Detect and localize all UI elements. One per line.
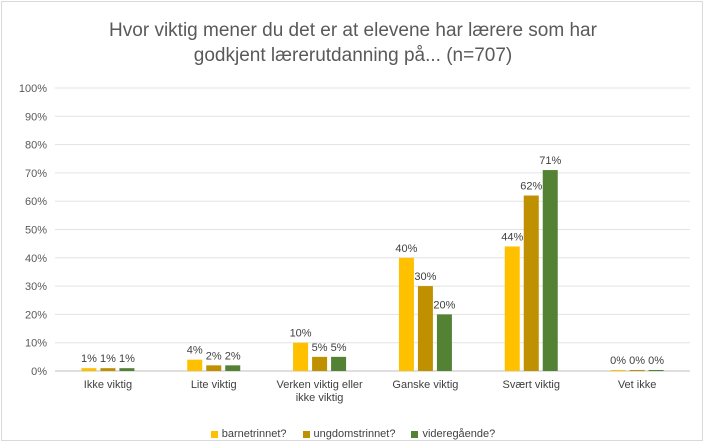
chart-title-line-1: Hvor viktig mener du det er at elevene h… (109, 20, 597, 41)
x-category-label: ikke viktig (296, 392, 344, 404)
y-tick-label: 30% (25, 281, 47, 293)
bar (436, 314, 452, 371)
bar (542, 170, 558, 371)
y-tick-label: 100% (19, 83, 47, 95)
bar (648, 370, 664, 371)
data-label: 5% (331, 342, 347, 354)
data-label: 30% (414, 271, 436, 283)
bar (119, 368, 135, 371)
y-tick-label: 80% (25, 140, 47, 152)
x-category-label: Vet ikke (618, 379, 657, 391)
legend-swatch-barnetrinnet (210, 430, 218, 438)
y-tick-label: 50% (25, 225, 47, 237)
data-label: 5% (312, 342, 328, 354)
bar (629, 370, 645, 371)
legend-item-barnetrinnet: barnetrinnet? (210, 428, 287, 440)
legend-item-ungdomstrinnet: ungdomstrinnet? (302, 428, 396, 440)
bar (312, 356, 328, 371)
legend: barnetrinnet? ungdomstrinnet? videregåen… (0, 428, 706, 440)
data-label: 2% (225, 350, 241, 362)
x-category-label: Svært viktig (503, 379, 560, 391)
bar (206, 365, 222, 371)
data-label: 0% (629, 355, 645, 367)
y-tick-label: 90% (25, 111, 47, 123)
y-tick-label: 0% (31, 366, 47, 378)
legend-swatch-ungdomstrinnet (302, 430, 310, 438)
bar (523, 195, 539, 371)
legend-swatch-videregaende (411, 430, 419, 438)
data-label: 20% (433, 299, 455, 311)
y-tick-label: 60% (25, 196, 47, 208)
bar (331, 356, 347, 371)
legend-label-ungdomstrinnet: ungdomstrinnet? (313, 428, 396, 440)
data-label: 62% (520, 181, 542, 193)
data-label: 1% (100, 353, 116, 365)
y-tick-label: 40% (25, 253, 47, 265)
bar (417, 286, 433, 371)
data-label: 44% (501, 231, 523, 243)
data-label: 71% (539, 155, 561, 167)
bar (504, 246, 520, 371)
bar (398, 257, 414, 371)
bar (187, 359, 203, 371)
bar (100, 368, 116, 371)
legend-item-videregaende: videregående? (411, 428, 495, 440)
y-tick-label: 70% (25, 168, 47, 180)
bar (225, 365, 241, 371)
data-label: 0% (648, 355, 664, 367)
bar (293, 342, 309, 371)
chart-title-line-2: godkjent lærerutdanning på... (n=707) (193, 45, 513, 66)
x-category-label: Verken viktig eller (276, 379, 363, 391)
chart-title: Hvor viktig mener du det er at elevene h… (0, 18, 706, 68)
data-label: 40% (395, 243, 417, 255)
legend-label-barnetrinnet: barnetrinnet? (221, 428, 287, 440)
x-category-label: Lite viktig (191, 379, 237, 391)
data-label: 4% (187, 345, 203, 357)
data-label: 0% (610, 355, 626, 367)
data-label: 10% (290, 328, 312, 340)
data-label: 1% (119, 353, 135, 365)
data-label: 1% (81, 353, 97, 365)
bar (81, 368, 97, 371)
y-tick-label: 10% (25, 338, 47, 350)
legend-label-videregaende: videregående? (422, 428, 496, 440)
y-tick-label: 20% (25, 309, 47, 321)
x-category-label: Ganske viktig (392, 379, 458, 391)
x-category-label: Ikke viktig (84, 379, 132, 391)
data-label: 2% (206, 350, 222, 362)
bar (610, 370, 626, 371)
